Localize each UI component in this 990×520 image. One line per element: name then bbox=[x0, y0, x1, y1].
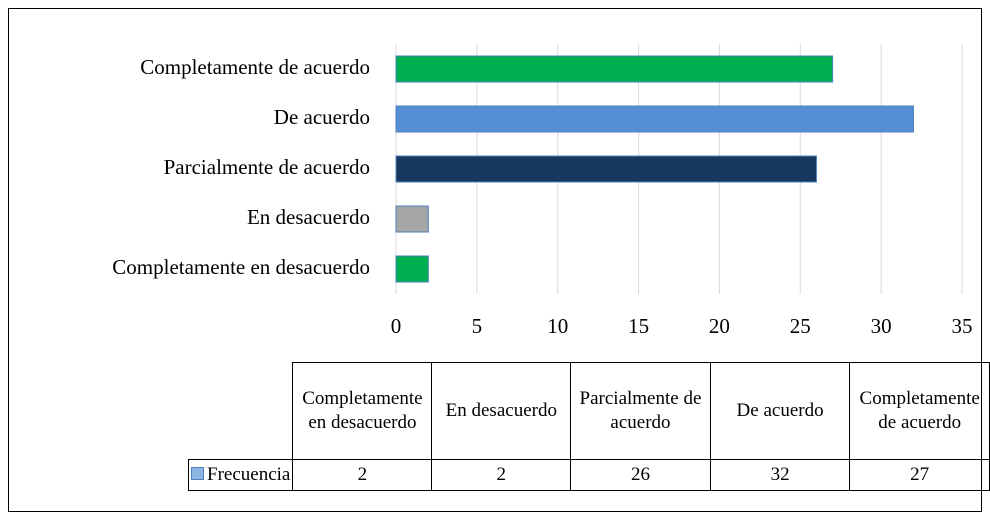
x-tick-label: 5 bbox=[472, 314, 483, 338]
y-tick-label: Completamente en desacuerdo bbox=[112, 255, 370, 279]
x-tick-label: 20 bbox=[709, 314, 730, 338]
bar bbox=[395, 205, 429, 233]
x-tick-label: 25 bbox=[790, 314, 811, 338]
y-tick-label: Completamente de acuerdo bbox=[140, 55, 370, 79]
x-tick-label: 30 bbox=[871, 314, 892, 338]
bar bbox=[395, 255, 429, 283]
y-tick-label: De acuerdo bbox=[274, 105, 370, 129]
table-header: Completamente de acuerdo bbox=[849, 362, 990, 460]
bar bbox=[395, 155, 817, 183]
legend-label: Frecuencia bbox=[207, 464, 291, 485]
table-value: 2 bbox=[292, 459, 433, 491]
table-header: De acuerdo bbox=[709, 362, 851, 460]
table-header: En desacuerdo bbox=[431, 362, 572, 460]
bar bbox=[395, 55, 834, 83]
y-tick-label: Parcialmente de acuerdo bbox=[164, 155, 370, 179]
chart-border bbox=[8, 8, 982, 512]
table-header: Parcialmente de acuerdo bbox=[570, 362, 711, 460]
table-corner bbox=[188, 362, 293, 460]
legend-key bbox=[191, 467, 204, 480]
legend-cell: Frecuencia bbox=[187, 459, 294, 491]
table-value: 2 bbox=[431, 459, 572, 491]
x-tick-label: 35 bbox=[952, 314, 973, 338]
table-value: 26 bbox=[570, 459, 711, 491]
x-tick-label: 10 bbox=[547, 314, 568, 338]
table-header: Completamente en desacuerdo bbox=[292, 362, 433, 460]
bar bbox=[395, 105, 914, 133]
table-value: 32 bbox=[709, 459, 851, 491]
y-tick-label: En desacuerdo bbox=[247, 205, 370, 229]
table-value: 27 bbox=[849, 459, 990, 491]
x-tick-label: 0 bbox=[391, 314, 402, 338]
data-table: Completamente en desacuerdo En desacuerdo… bbox=[187, 362, 990, 491]
x-tick-label: 15 bbox=[628, 314, 649, 338]
